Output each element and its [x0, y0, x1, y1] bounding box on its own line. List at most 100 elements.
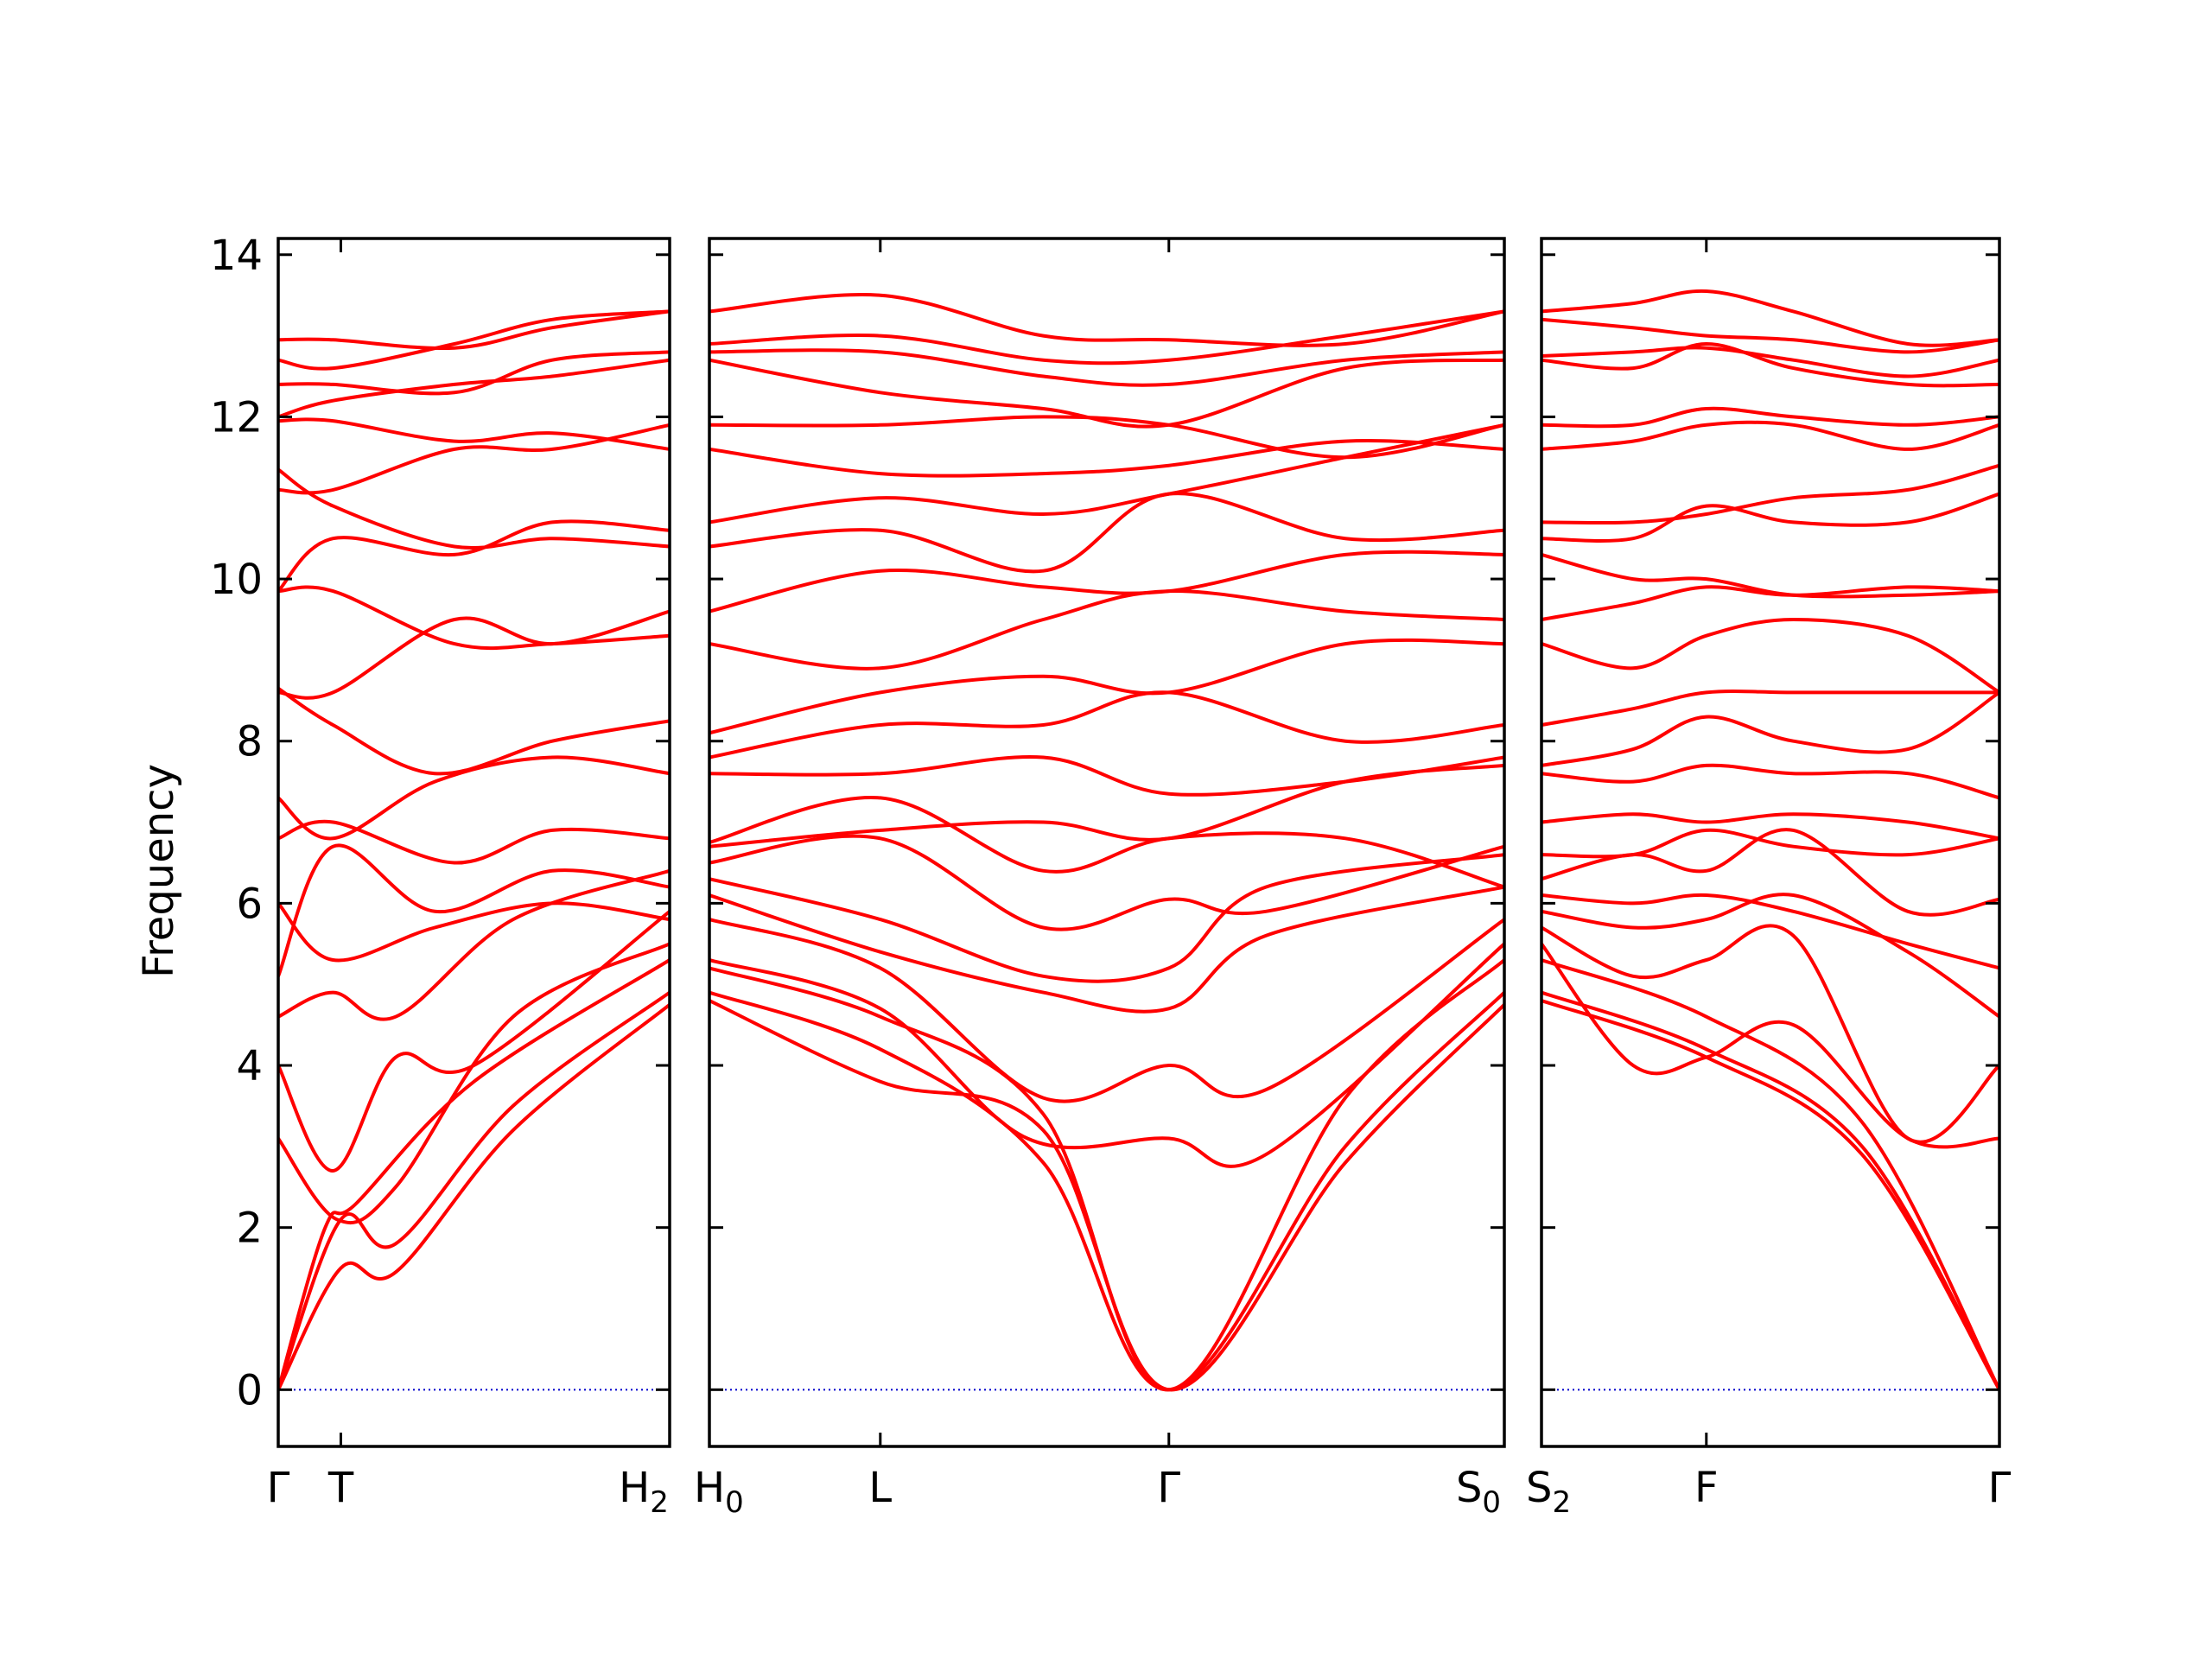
x-tick-label: Γ: [1988, 1464, 2012, 1512]
band-line: [1541, 958, 1999, 1391]
band-line: [278, 358, 670, 419]
panel-frame: [1540, 237, 2001, 1448]
band-line: [1541, 893, 1999, 970]
band-line: [1541, 812, 1999, 841]
x-segment-end-label-sub: 2: [650, 1485, 669, 1520]
x-segment-start-label-base: H: [694, 1464, 725, 1512]
band-line: [278, 467, 670, 550]
x-segment-start-label-base: S: [1526, 1464, 1552, 1512]
band-line: [709, 309, 1504, 365]
x-segment-end-label-base: H: [619, 1464, 650, 1512]
band-group: [1541, 289, 1999, 1391]
band-line: [709, 795, 1504, 889]
band-line: [1541, 406, 1999, 429]
band-line: [1541, 342, 1999, 388]
band-line: [278, 609, 670, 700]
band-line: [278, 1003, 670, 1391]
band-group: [278, 309, 670, 1391]
band-line: [1541, 346, 1999, 378]
band-line: [709, 834, 1504, 931]
band-line: [278, 843, 670, 977]
band-line: [278, 910, 670, 1173]
band-line: [709, 885, 1504, 1014]
x-segment-start-label-sub: 2: [1552, 1485, 1571, 1520]
band-line: [278, 423, 670, 495]
band-line: [1541, 585, 1999, 621]
band-line: [1541, 999, 1999, 1391]
band-line: [1541, 689, 1999, 727]
band-line: [709, 638, 1504, 735]
x-segment-start-label-sub: 0: [725, 1485, 744, 1520]
band-line: [709, 754, 1504, 797]
band-line: [278, 958, 670, 1390]
band-line: [278, 990, 670, 1390]
band-line: [709, 958, 1504, 1392]
band-line: [1541, 492, 1999, 543]
band-line: [278, 901, 670, 963]
x-segment-end-label-sub: 0: [1482, 1485, 1501, 1520]
y-tick-label: 2: [236, 1205, 263, 1253]
band-group: [709, 293, 1504, 1392]
x-tick-label: Γ: [1157, 1464, 1180, 1512]
y-tick-label: 0: [236, 1366, 263, 1414]
band-line: [1541, 552, 1999, 599]
band-line: [1541, 317, 1999, 354]
band-line: [1541, 943, 1999, 1149]
band-line: [278, 687, 670, 776]
band-line: [278, 309, 670, 351]
band-line: [709, 423, 1504, 524]
band-line: [278, 309, 670, 371]
y-tick-label: 10: [210, 556, 263, 604]
x-segment-end-label: S0: [1456, 1464, 1501, 1520]
band-line: [709, 999, 1504, 1392]
band-line: [1541, 463, 1999, 525]
band-line: [709, 415, 1504, 460]
band-line: [278, 417, 670, 451]
band-line: [1541, 924, 1999, 1144]
band-line: [709, 853, 1504, 983]
band-line: [709, 492, 1504, 574]
panel-frame: [708, 237, 1506, 1448]
y-tick-label: 6: [236, 880, 263, 928]
x-segment-end-label: H2: [619, 1464, 669, 1520]
band-line: [278, 819, 670, 865]
y-axis-label: Frequency: [135, 764, 183, 978]
band-line: [278, 942, 670, 1224]
band-line: [709, 293, 1504, 347]
y-tick-label: 4: [236, 1042, 263, 1090]
band-line: [709, 690, 1504, 760]
x-segment-end-label-base: S: [1456, 1464, 1482, 1512]
band-line: [278, 350, 670, 396]
y-tick-label: 8: [236, 718, 263, 766]
band-line: [1541, 828, 1999, 859]
band-line: [709, 918, 1504, 1103]
band-line: [278, 519, 670, 593]
band-line: [278, 755, 670, 841]
panel-2: L ΓH0 S0: [694, 237, 1506, 1520]
band-line: [1541, 690, 1999, 767]
x-tick-label: Γ: [267, 1464, 290, 1512]
panel-3: F Γ S2: [1526, 237, 2012, 1520]
band-line: [709, 942, 1504, 1168]
band-line: [709, 439, 1504, 478]
band-line: [709, 358, 1504, 429]
x-segment-start-label: H0: [694, 1464, 744, 1520]
x-segment-start-label: S2: [1526, 1464, 1571, 1520]
x-tick-label: F: [1694, 1464, 1719, 1512]
band-line: [709, 990, 1504, 1392]
band-line: [1541, 618, 1999, 695]
panel-frame: [276, 237, 671, 1448]
band-line: [709, 589, 1504, 671]
band-line: [1541, 289, 1999, 347]
band-line: [1541, 990, 1999, 1391]
band-line: [1541, 420, 1999, 451]
y-tick-label: 12: [210, 393, 263, 442]
band-line: [709, 550, 1504, 613]
y-tick-label: 14: [210, 232, 263, 280]
band-line: [278, 585, 670, 651]
band-line: [1541, 893, 1999, 1019]
x-tick-label: L: [868, 1464, 892, 1512]
